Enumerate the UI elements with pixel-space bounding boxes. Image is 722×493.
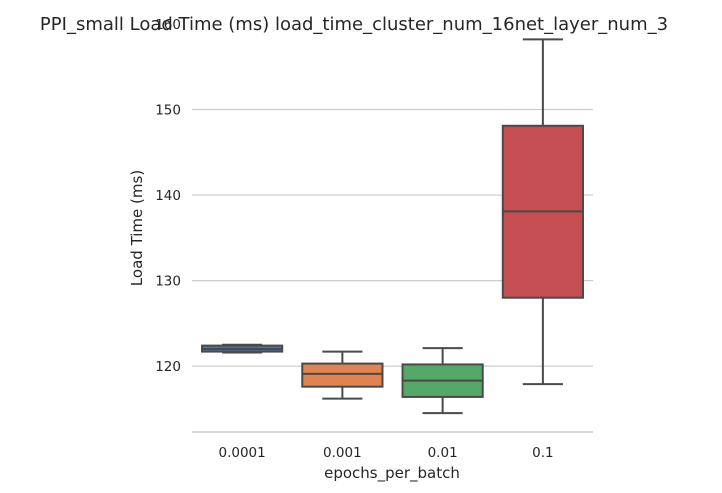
y-tick-label: 120: [155, 359, 181, 375]
y-tick-label: 140: [155, 188, 181, 204]
box-0.1: [501, 38, 584, 386]
x-tick-label: 0.1: [532, 445, 553, 461]
y-tick-label: 150: [155, 103, 181, 119]
iqr-box: [301, 362, 384, 388]
y-tick-label: 160: [155, 17, 181, 33]
y-tick-label: 130: [155, 274, 181, 290]
box-0.001: [301, 350, 384, 400]
chart-title: PPI_small Load Time (ms) load_time_clust…: [40, 14, 668, 35]
x-tick-labels: 0.0001 0.001 0.01 0.1: [219, 445, 554, 461]
y-tick-labels: 120 130 140 150 160: [155, 17, 181, 375]
x-tick-label: 0.01: [428, 445, 458, 461]
y-axis-label: Load Time (ms): [128, 170, 146, 286]
box-0.0001: [201, 343, 284, 354]
x-axis-label: epochs_per_batch: [324, 464, 460, 483]
box-0.01: [401, 347, 484, 415]
x-tick-label: 0.0001: [219, 445, 266, 461]
box-layer: [201, 38, 584, 415]
x-tick-label: 0.001: [323, 445, 362, 461]
